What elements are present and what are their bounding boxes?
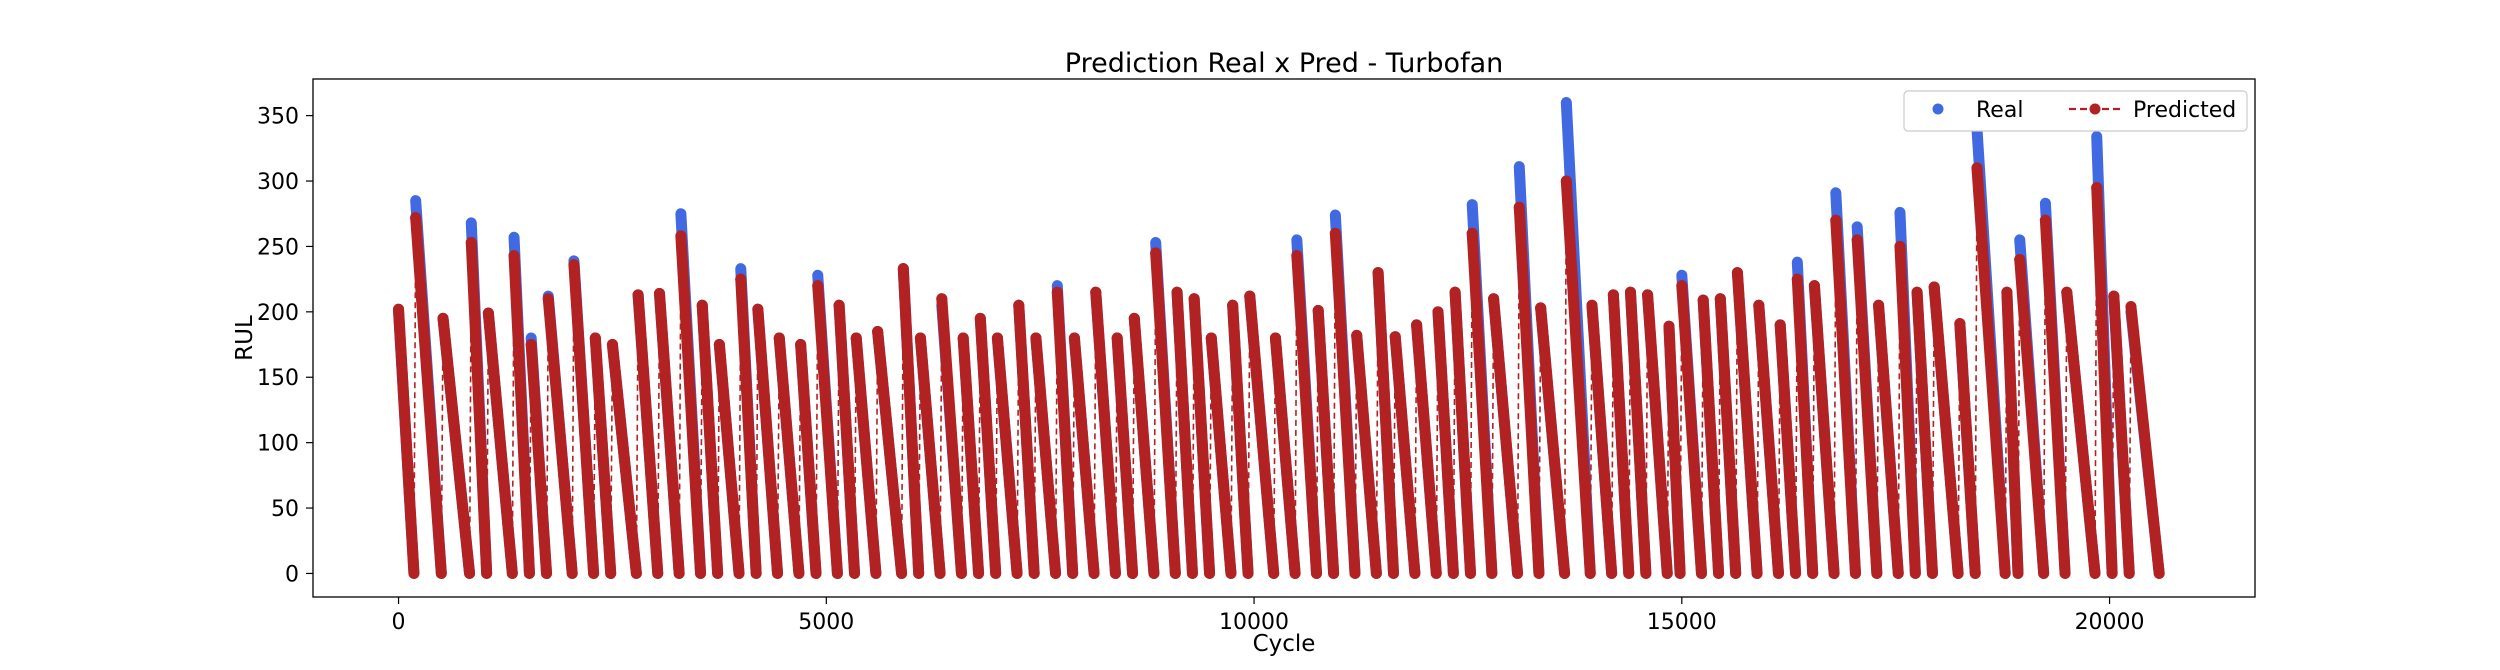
predicted-peak-point (1774, 319, 1786, 331)
predicted-dashed-line (397, 167, 2160, 574)
chart-title: Prediction Real x Pred - Turbofan (1065, 48, 1503, 79)
predicted-peak-point (1269, 332, 1281, 344)
y-tick-label: 100 (257, 432, 299, 457)
x-tick-label: 5000 (798, 610, 854, 635)
predicted-peak-point (1488, 293, 1500, 305)
predicted-segment (410, 212, 447, 579)
legend-real-label: Real (1976, 98, 2023, 123)
predicted-peak-point (1697, 294, 1709, 306)
predicted-peak-point (1411, 319, 1423, 331)
x-tick-label: 15000 (1647, 610, 1717, 635)
predicted-peak-point (936, 293, 948, 305)
legend-predicted-label: Predicted (2133, 98, 2236, 123)
predicted-peak-point (465, 237, 477, 249)
y-axis: 0 50 100 150 200 250 300 350 (257, 105, 313, 587)
x-tick-label: 20000 (2075, 610, 2145, 635)
predicted-peak-point (1432, 306, 1444, 318)
predicted-peak-point (2125, 301, 2137, 313)
predicted-peak-point (1954, 318, 1966, 330)
predicted-peak-point (1830, 214, 1842, 226)
predicted-peak-point (410, 212, 422, 224)
x-tick-label: 0 (392, 610, 406, 635)
predicted-peak-point (1090, 286, 1102, 298)
y-tick-label: 200 (257, 301, 299, 326)
predicted-peak-point (2014, 254, 2026, 266)
plot-marks (393, 97, 2165, 579)
predicted-peak-point (1466, 227, 1478, 239)
predicted-peak-point (1873, 299, 1885, 311)
x-axis-title: Cycle (1253, 631, 1316, 657)
predicted-peak-point (1928, 281, 1940, 293)
predicted-peak-point (713, 339, 725, 351)
y-tick-label: 250 (257, 235, 299, 260)
series-predicted (393, 162, 2165, 579)
y-tick-label: 300 (257, 170, 299, 195)
predicted-peak-point (606, 339, 618, 351)
legend-real-marker (1932, 103, 1944, 115)
predicted-peak-point (542, 293, 554, 305)
predicted-peak-point (897, 263, 909, 275)
predicted-peak-point (1188, 293, 1200, 305)
predicted-peak-point (525, 339, 537, 351)
predicted-peak-point (1329, 227, 1341, 239)
x-axis: 0 5000 10000 15000 20000 (392, 597, 2145, 635)
predicted-peak-point (696, 299, 708, 311)
predicted-peak-point (2061, 286, 2073, 298)
predicted-peak-point (2039, 214, 2051, 226)
y-tick-label: 0 (285, 562, 299, 587)
legend: Real Predicted (1903, 90, 2248, 132)
plot-frame (312, 78, 2256, 598)
y-tick-label: 350 (257, 105, 299, 130)
y-axis-title: RUL (232, 315, 258, 361)
predicted-segment (1586, 299, 1618, 579)
predicted-peak-point (1068, 332, 1080, 344)
predicted-segment (1535, 302, 1571, 579)
predicted-peak-point (1714, 293, 1726, 305)
predicted-peak-point (795, 339, 807, 351)
x-tick-label: 10000 (1219, 610, 1289, 635)
legend-predicted-marker (2089, 103, 2101, 115)
legend-box (1903, 90, 2248, 132)
predicted-segment (1068, 332, 1100, 579)
predicted-peak-point (2091, 182, 2103, 194)
y-tick-label: 50 (271, 497, 299, 522)
predicted-peak-point (568, 259, 580, 271)
predicted-peak-point (675, 230, 687, 242)
y-tick-label: 150 (257, 366, 299, 391)
predicted-peak-point (1227, 299, 1239, 311)
